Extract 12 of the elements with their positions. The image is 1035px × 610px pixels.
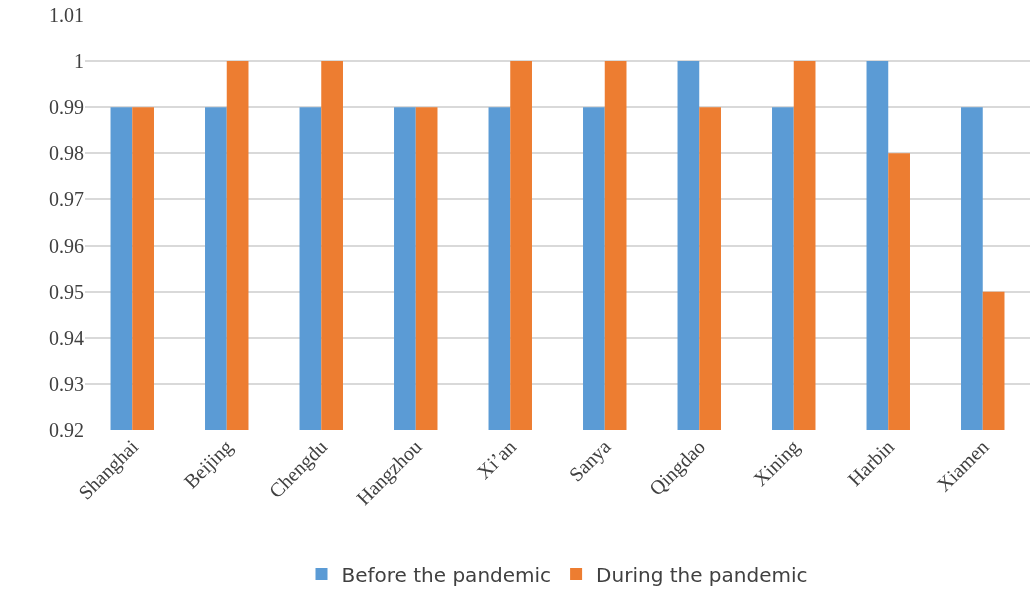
y-tick-label: 0.99: [49, 96, 84, 119]
y-tick-label: 0.96: [49, 234, 84, 257]
y-tick-label: 0.93: [49, 372, 84, 395]
y-tick-label: 1: [74, 50, 84, 73]
y-tick-label: 1.01: [49, 4, 84, 26]
y-tick-label: 0.97: [49, 188, 84, 211]
y-tick-label: 0.95: [49, 280, 84, 303]
y-tick-label: 0.92: [49, 419, 84, 441]
y-tick-label: 0.98: [49, 142, 84, 165]
legend-label: During the pandemic: [596, 562, 808, 587]
y-tick-label: 0.94: [49, 326, 84, 349]
legend-label: Before the pandemic: [341, 562, 552, 587]
